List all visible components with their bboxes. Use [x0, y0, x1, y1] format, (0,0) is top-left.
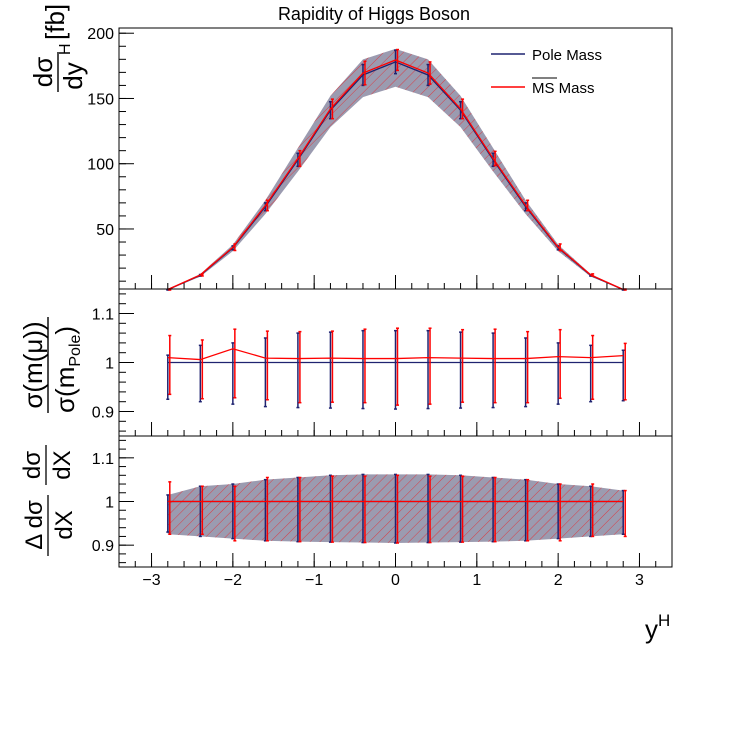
ratio-y-label-denominator: σ(mPole)	[50, 326, 84, 413]
main-y-label-superscript: H	[57, 43, 74, 55]
uncertainty-y-label-left-num: Δ dσ	[21, 500, 48, 550]
chart-title: Rapidity of Higgs Boson	[278, 4, 470, 24]
main-panel: 50 100 150 200 dσ dy H [fb] Pole Mass MS Ma…	[28, 4, 673, 291]
ratio-y-label: σ(m(μ)) σ(mPole)	[18, 317, 84, 413]
ratio-series-group	[166, 327, 627, 410]
main-y-axis: 50 100 150 200	[87, 26, 134, 282]
uncertainty-y-label: Δ dσ dX dσ dX	[19, 445, 78, 556]
x-axis-label-main: y	[645, 614, 658, 644]
legend: Pole Mass MS Mass	[491, 47, 602, 97]
x-tick-label: 2	[554, 572, 563, 589]
ratio-panel: 0.9 1 1.1 σ(m(μ)) σ(mPole)	[18, 288, 673, 437]
legend-ms-label: MS Mass	[532, 80, 595, 97]
ratio-y-tick-label: 1	[105, 356, 114, 373]
x-tick-label: −3	[142, 572, 160, 589]
x-axis	[118, 553, 673, 567]
main-y-tick-label: 200	[87, 26, 114, 43]
x-tick-label: −1	[305, 572, 323, 589]
ratio-y-tick-label: 1.1	[92, 307, 114, 324]
uncertainty-y-label-left-den: dX	[51, 510, 78, 539]
uncertainty-y-tick-label: 0.9	[92, 538, 114, 555]
ratio-y-label-den-sub: Pole	[67, 335, 84, 367]
main-y-label-numerator: dσ	[28, 57, 58, 88]
main-uncertainty-band	[167, 48, 624, 290]
x-axis-label: yH	[645, 611, 670, 644]
ratio-y-label-den-close: )	[50, 326, 80, 335]
main-band-hatch	[167, 48, 624, 290]
main-y-tick-label: 50	[96, 222, 114, 239]
x-tick-label: 3	[635, 572, 644, 589]
ratio-y-label-numerator: σ(m(μ))	[18, 321, 48, 408]
main-series-group	[166, 48, 627, 291]
x-tick-label: −2	[224, 572, 242, 589]
ratio-y-label-den-main: σ(m	[50, 367, 80, 413]
x-tick-label: 1	[472, 572, 481, 589]
x-axis-label-sup: H	[658, 611, 670, 630]
uncertainty-panel: 0.9 1 1.1 Δ dσ dX dσ dX −3 −2 −1 0 1 2 3 yH	[19, 435, 673, 644]
uncertainty-y-tick-label: 1.1	[92, 451, 114, 468]
uncertainty-y-label-right-num: dσ	[19, 451, 46, 479]
main-y-label: dσ dy H [fb]	[28, 4, 88, 92]
uncertainty-series-group	[166, 473, 627, 544]
ratio-y-axis: 0.9 1 1.1	[92, 293, 134, 432]
main-y-label-denominator: dy	[58, 62, 88, 89]
x-tick-label: 0	[391, 572, 400, 589]
main-y-tick-label: 150	[87, 91, 114, 108]
main-y-label-unit: [fb]	[40, 4, 70, 40]
uncertainty-y-label-right-den: dX	[49, 450, 76, 479]
ratio-x-ticks	[118, 422, 673, 436]
uncertainty-y-axis: 0.9 1 1.1	[92, 439, 134, 564]
main-x-ticks	[118, 275, 673, 289]
main-y-tick-label: 100	[87, 157, 114, 174]
ratio-line-ms	[167, 348, 624, 361]
main-line-ms	[167, 59, 624, 291]
legend-ms-overlined: MS	[532, 80, 555, 97]
uncertainty-y-tick-label: 1	[105, 495, 114, 512]
legend-pole-label: Pole Mass	[532, 47, 602, 64]
ratio-y-tick-label: 0.9	[92, 405, 114, 422]
legend-ms-suffix: Mass	[555, 80, 595, 97]
x-tick-labels: −3 −2 −1 0 1 2 3	[142, 572, 644, 589]
